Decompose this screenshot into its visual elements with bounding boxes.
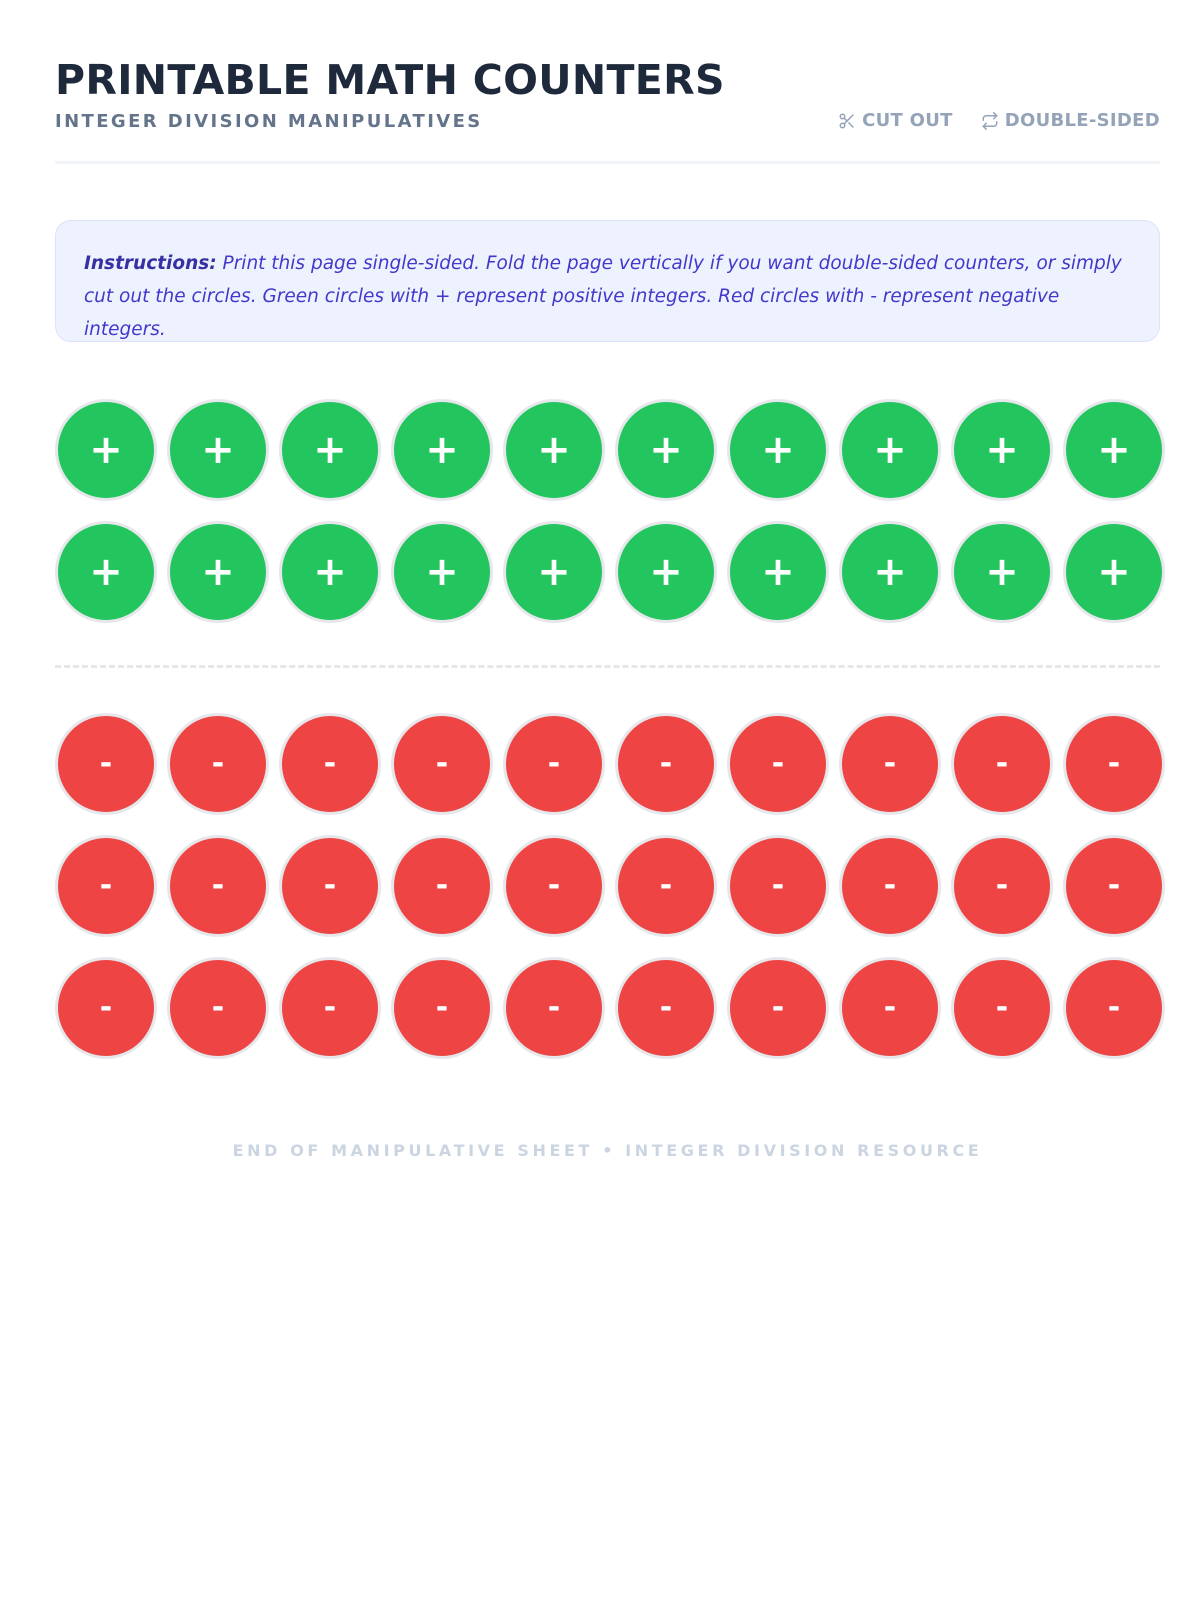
tag-label: CUT OUT (862, 110, 953, 131)
negative-row: ---------- (55, 835, 1175, 937)
negative-counter: - (167, 713, 269, 815)
instructions-text: Print this page single-sided. Fold the p… (84, 253, 1122, 340)
positive-counter: + (391, 521, 493, 623)
positive-counter: + (503, 521, 605, 623)
positive-counter: + (1063, 399, 1165, 501)
positive-counter: + (167, 521, 269, 623)
negative-counter: - (279, 713, 381, 815)
positive-row: + + + + + + + + + + (55, 399, 1175, 501)
negative-counter: - (167, 835, 269, 937)
negative-counter: - (615, 957, 717, 1059)
negative-counters: ------------------------------ (55, 713, 1175, 1079)
negative-counter: - (391, 957, 493, 1059)
negative-counter: - (615, 713, 717, 815)
negative-counter: - (839, 835, 941, 937)
negative-counter: - (391, 835, 493, 937)
negative-counter: - (839, 957, 941, 1059)
positive-counter: + (727, 521, 829, 623)
negative-counter: - (951, 957, 1053, 1059)
page-subtitle: INTEGER DIVISION MANIPULATIVES (55, 111, 483, 132)
page-footer: END OF MANIPULATIVE SHEET • INTEGER DIVI… (232, 1141, 983, 1160)
positive-counters: + + + + + + + + + + + + + + + + + + + + (55, 399, 1175, 643)
negative-counter: - (727, 835, 829, 937)
positive-counter: + (503, 399, 605, 501)
positive-counter: + (727, 399, 829, 501)
page-header: PRINTABLE MATH COUNTERS INTEGER DIVISION… (55, 0, 1160, 164)
negative-counter: - (55, 957, 157, 1059)
positive-counter: + (839, 521, 941, 623)
negative-counter: - (167, 957, 269, 1059)
negative-counter: - (503, 835, 605, 937)
negative-counter: - (503, 713, 605, 815)
negative-counter: - (839, 713, 941, 815)
instructions-label: Instructions: (84, 253, 217, 274)
positive-counter: + (55, 521, 157, 623)
positive-counter: + (951, 399, 1053, 501)
negative-counter: - (727, 957, 829, 1059)
negative-counter: - (503, 957, 605, 1059)
negative-counter: - (55, 835, 157, 937)
worksheet-page: PRINTABLE MATH COUNTERS INTEGER DIVISION… (55, 0, 1165, 1160)
positive-counter: + (279, 521, 381, 623)
negative-counter: - (1063, 835, 1165, 937)
positive-counter: + (1063, 521, 1165, 623)
negative-row: ---------- (55, 713, 1175, 815)
negative-counter: - (279, 957, 381, 1059)
positive-counter: + (391, 399, 493, 501)
positive-counter: + (615, 521, 717, 623)
negative-counter: - (615, 835, 717, 937)
header-tags: CUT OUT DOUBLE-SIDED (838, 110, 1160, 132)
negative-counter: - (279, 835, 381, 937)
negative-counter: - (951, 835, 1053, 937)
tag-label: DOUBLE-SIDED (1004, 110, 1160, 131)
positive-counter: + (55, 399, 157, 501)
positive-counter: + (279, 399, 381, 501)
negative-counter: - (951, 713, 1053, 815)
page-title: PRINTABLE MATH COUNTERS (55, 56, 725, 104)
repeat-icon (981, 112, 999, 130)
positive-counter: + (615, 399, 717, 501)
instructions-box: Instructions: Print this page single-sid… (55, 220, 1160, 342)
scissors-icon (838, 112, 856, 130)
cut-line-divider (55, 665, 1160, 668)
negative-row: ---------- (55, 957, 1175, 1059)
negative-counter: - (1063, 957, 1165, 1059)
negative-counter: - (727, 713, 829, 815)
tag-double-sided: DOUBLE-SIDED (981, 110, 1160, 132)
negative-counter: - (1063, 713, 1165, 815)
positive-counter: + (951, 521, 1053, 623)
positive-counter: + (839, 399, 941, 501)
positive-row: + + + + + + + + + + (55, 521, 1175, 623)
negative-counter: - (391, 713, 493, 815)
positive-counter: + (167, 399, 269, 501)
negative-counter: - (55, 713, 157, 815)
tag-cut-out: CUT OUT (838, 110, 953, 132)
